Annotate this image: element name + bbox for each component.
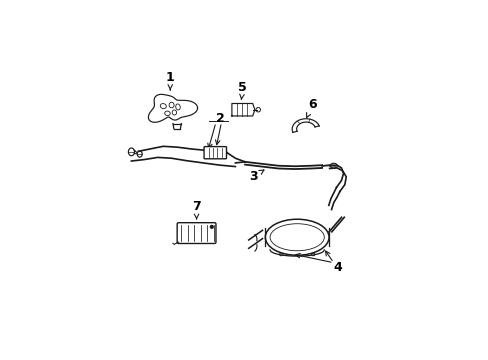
Polygon shape: [178, 224, 214, 242]
Text: 2: 2: [215, 112, 224, 125]
FancyBboxPatch shape: [177, 223, 216, 243]
Polygon shape: [231, 103, 254, 116]
Text: 4: 4: [333, 261, 342, 274]
Text: 7: 7: [192, 200, 201, 219]
Circle shape: [210, 225, 213, 228]
Text: 5: 5: [238, 81, 247, 100]
Text: 1: 1: [165, 71, 174, 90]
FancyBboxPatch shape: [203, 147, 226, 159]
Polygon shape: [292, 119, 319, 132]
Text: 6: 6: [306, 98, 317, 117]
Text: 3: 3: [249, 170, 264, 183]
